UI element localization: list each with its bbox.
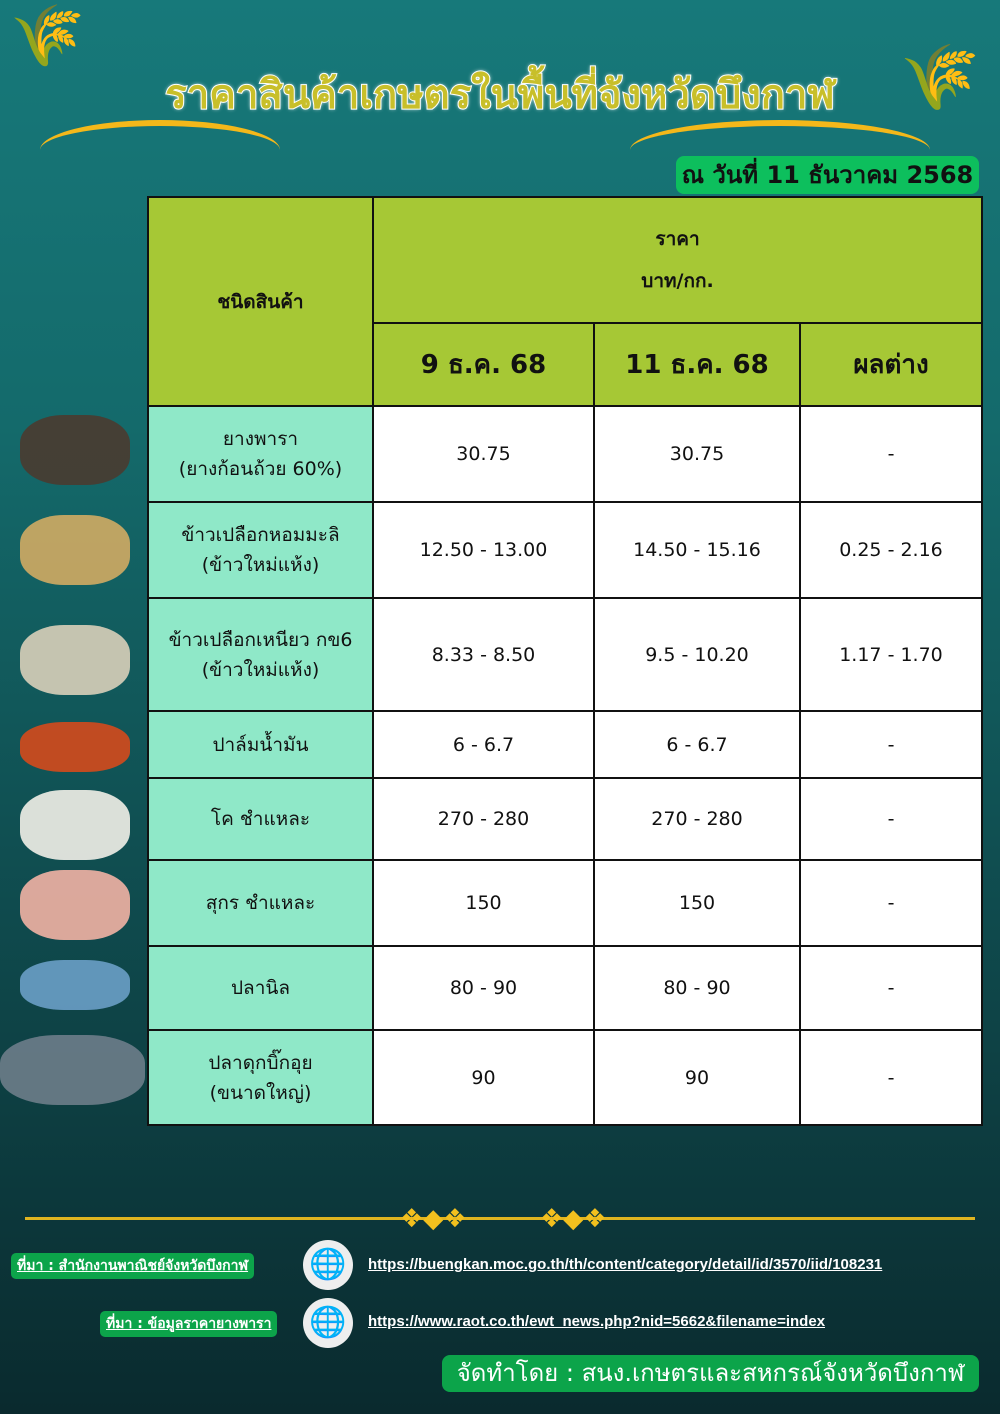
price-date2: 90	[593, 1029, 801, 1126]
cow-image	[20, 790, 130, 860]
product-label: สุกร ชำแหละ	[205, 892, 316, 914]
product-name: ปลานิล	[147, 945, 374, 1031]
price-date1: 270 - 280	[372, 777, 595, 861]
product-label: โค ชำแหละ	[210, 808, 311, 830]
price-diff: -	[799, 1029, 983, 1126]
product-sub: (ข้าวใหม่แห้ง)	[201, 658, 320, 681]
pig-image	[20, 870, 130, 940]
product-name: ข้าวเปลือกเหนียว กข6 (ข้าวใหม่แห้ง)	[147, 597, 374, 712]
table-row: ข้าวเปลือกเหนียว กข6 (ข้าวใหม่แห้ง) 8.33 …	[147, 597, 983, 712]
price-date1: 8.33 - 8.50	[372, 597, 595, 712]
price-table: ชนิดสินค้า ราคาบาท/กก. 9 ธ.ค. 68 11 ธ.ค.…	[147, 196, 983, 1126]
product-sub: (ยางก้อนถ้วย 60%)	[178, 458, 343, 480]
page-title: ราคาสินค้าเกษตรในพื้นที่จังหวัดบึงกาฬ	[164, 71, 836, 119]
product-name: ปลาดุกบิ๊กอุย (ขนาดใหญ่)	[147, 1029, 374, 1126]
gold-wave	[630, 120, 930, 180]
table-row: ยางพารา (ยางก้อนถ้วย 60%) 30.75 30.75 -	[147, 405, 983, 503]
price-date1: 30.75	[372, 405, 595, 503]
product-sub: (ข้าวใหม่แห้ง)	[201, 554, 320, 576]
price-date1: 12.50 - 13.00	[372, 501, 595, 599]
product-label: ยางพารา	[222, 428, 299, 450]
price-date2: 14.50 - 15.16	[593, 501, 801, 599]
price-diff: -	[799, 859, 983, 947]
price-date2: 6 - 6.7	[593, 710, 801, 779]
product-label: ข้าวเปลือกเหนียว กข6	[168, 628, 353, 651]
header-diff: ผลต่าง	[799, 322, 983, 407]
unit-label: บาท/กก.	[641, 270, 714, 292]
rice-ornament-left: 🌾	[10, 1, 85, 71]
table-row: สุกร ชำแหละ 150 150 -	[147, 859, 983, 947]
product-name: โค ชำแหละ	[147, 777, 374, 861]
gold-wave	[40, 120, 280, 180]
product-label: ปลานิล	[230, 977, 290, 999]
product-label: ปลาดุกบิ๊กอุย	[208, 1051, 313, 1074]
header-product: ชนิดสินค้า	[147, 196, 374, 407]
paddy-rice-image	[20, 515, 130, 585]
date-badge: ณ วันที่ 11 ธันวาคม 2568	[676, 156, 979, 194]
rice-ornament-right: 🌾	[900, 41, 980, 115]
table-row: ข้าวเปลือกหอมมะลิ (ข้าวใหม่แห้ง) 12.50 - …	[147, 501, 983, 599]
source-link-1[interactable]: https://buengkan.moc.go.th/th/content/ca…	[368, 1256, 883, 1273]
price-date1: 150	[372, 859, 595, 947]
product-name: สุกร ชำแหละ	[147, 859, 374, 947]
price-diff: -	[799, 710, 983, 779]
rubber-cup-image	[20, 415, 130, 485]
price-date1: 90	[372, 1029, 595, 1126]
product-label: ข้าวเปลือกหอมมะลิ	[181, 524, 340, 546]
product-label: ปาล์มน้ำมัน	[212, 733, 309, 756]
product-name: ข้าวเปลือกหอมมะลิ (ข้าวใหม่แห้ง)	[147, 501, 374, 599]
source-label-1: ที่มา : สำนักงานพาณิชย์จังหวัดบึงกาฬ	[11, 1253, 255, 1279]
catfish-image	[0, 1035, 145, 1105]
ornament: ❖◆❖	[400, 1204, 467, 1234]
globe-icon: 🌐	[303, 1240, 353, 1290]
header-price: ราคาบาท/กก.	[372, 196, 983, 324]
table-row: ปลานิล 80 - 90 80 - 90 -	[147, 945, 983, 1031]
header-date2: 11 ธ.ค. 68	[593, 322, 801, 407]
price-date1: 80 - 90	[372, 945, 595, 1031]
price-date2: 270 - 280	[593, 777, 801, 861]
table-row: ปลาดุกบิ๊กอุย (ขนาดใหญ่) 90 90 -	[147, 1029, 983, 1126]
product-sub: (ขนาดใหญ่)	[209, 1081, 312, 1104]
tilapia-image	[20, 960, 130, 1010]
price-diff: -	[799, 777, 983, 861]
header-date1: 9 ธ.ค. 68	[372, 322, 595, 407]
product-name: ยางพารา (ยางก้อนถ้วย 60%)	[147, 405, 374, 503]
price-date2: 80 - 90	[593, 945, 801, 1031]
price-date1: 6 - 6.7	[372, 710, 595, 779]
price-diff: 0.25 - 2.16	[799, 501, 983, 599]
price-date2: 9.5 - 10.20	[593, 597, 801, 712]
price-label: ราคา	[655, 228, 700, 250]
credit-badge: จัดทำโดย : สนง.เกษตรและสหกรณ์จังหวัดบึงก…	[442, 1355, 979, 1392]
price-date2: 150	[593, 859, 801, 947]
source-label-2: ที่มา : ข้อมูลราคายางพารา	[100, 1311, 278, 1337]
price-date2: 30.75	[593, 405, 801, 503]
price-diff: -	[799, 945, 983, 1031]
price-diff: 1.17 - 1.70	[799, 597, 983, 712]
globe-icon: 🌐	[303, 1298, 353, 1348]
rice-sack-image	[20, 625, 130, 695]
product-name: ปาล์มน้ำมัน	[147, 710, 374, 779]
ornament: ❖◆❖	[540, 1204, 607, 1234]
oil-palm-image	[20, 722, 130, 772]
price-diff: -	[799, 405, 983, 503]
divider	[25, 1217, 975, 1220]
table-row: โค ชำแหละ 270 - 280 270 - 280 -	[147, 777, 983, 861]
table-row: ปาล์มน้ำมัน 6 - 6.7 6 - 6.7 -	[147, 710, 983, 779]
source-link-2[interactable]: https://www.raot.co.th/ewt_news.php?nid=…	[368, 1313, 826, 1330]
